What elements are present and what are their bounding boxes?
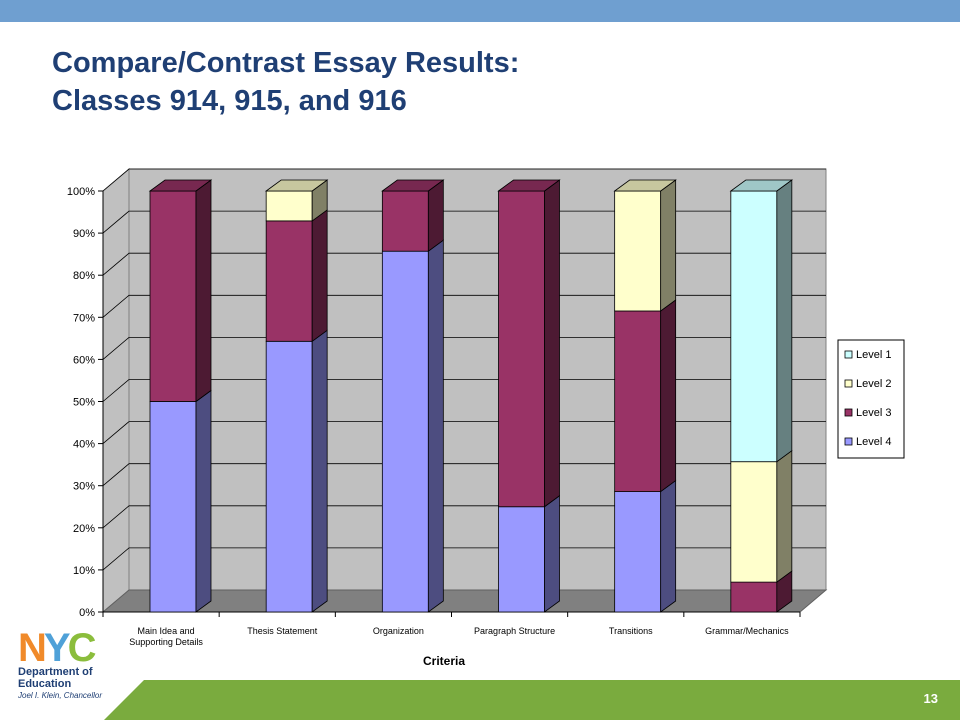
gridline — [102, 294, 826, 318]
legend: Level 1 Level 2 Level 3 Level 4 — [837, 339, 905, 459]
bar-segment-side — [544, 494, 560, 613]
gridline — [102, 168, 826, 192]
slide-title-line1: Compare/Contrast Essay Results: — [52, 47, 520, 79]
bar-segment-side — [660, 299, 677, 493]
bar-stack — [613, 179, 677, 613]
bar-segment-side — [311, 329, 328, 613]
legend-swatch — [844, 350, 853, 359]
nyc-doe-logo: NYC Department of Education Joel I. Klei… — [18, 626, 128, 710]
legend-label: Level 3 — [856, 407, 891, 419]
x-tick-label: Grammar/Mechanics — [705, 626, 789, 636]
bar-segment-top — [264, 179, 329, 192]
y-tick-label: 60% — [73, 354, 95, 366]
logo-dept-line1: Department of — [18, 666, 93, 678]
y-tick-label: 50% — [73, 397, 95, 409]
page-number: 13 — [923, 691, 938, 706]
stacked-bar-chart: 0% 10% 20% 30% 40% 50% 60% 70% 80% 90% 100% Main Id… — [67, 167, 905, 668]
y-tick-label: 40% — [73, 439, 95, 451]
bar-segment-side — [776, 449, 793, 583]
bar-segment — [614, 310, 662, 492]
bar-segment — [730, 461, 778, 583]
bar-stack — [497, 179, 561, 613]
bar-stack — [381, 179, 445, 613]
chart-floor — [101, 589, 828, 613]
bar-segment — [498, 506, 545, 613]
bar-segment — [498, 190, 545, 508]
y-tick-label: 30% — [73, 481, 95, 493]
bar-segment-side — [776, 179, 793, 463]
gridline — [102, 505, 826, 529]
bar-segment — [730, 190, 778, 463]
bar-segment — [381, 190, 429, 252]
bar-segment — [265, 190, 313, 222]
gridline — [102, 463, 826, 487]
x-tick-label: Main Idea and — [138, 626, 195, 636]
bar-segment-side — [427, 239, 444, 613]
bar-segment-side — [311, 209, 328, 343]
logo-dept-line2: Education — [18, 678, 72, 690]
legend-swatch — [844, 379, 853, 388]
bar-segment-side — [544, 179, 560, 508]
bar-segment-side — [660, 479, 677, 613]
x-axis-title: Criteria — [423, 654, 465, 668]
bar-stack — [148, 179, 213, 613]
bar-segment — [149, 401, 197, 613]
gridline — [102, 379, 826, 402]
bar-segment — [614, 491, 662, 613]
x-tick-label: Transitions — [609, 626, 653, 636]
x-tick-label: Paragraph Structure — [474, 626, 555, 636]
legend-label: Level 2 — [856, 378, 891, 390]
top-accent-bar — [0, 0, 960, 22]
bar-segment — [265, 340, 313, 613]
footer-band — [104, 680, 960, 720]
bar-segment-top — [381, 179, 445, 192]
gridline — [102, 252, 826, 276]
logo-chancellor: Joel I. Klein, Chancellor — [18, 691, 103, 700]
bar-segment-side — [660, 179, 677, 312]
bar-segment-top — [613, 179, 677, 192]
slide-title: Compare/Contrast Essay Results: Classes … — [52, 44, 519, 120]
y-tick-label: 90% — [73, 228, 95, 240]
legend-swatch — [844, 408, 853, 417]
y-tick-label: 10% — [73, 565, 95, 577]
bar-stack — [264, 179, 329, 613]
bar-segment-top — [497, 179, 561, 192]
bar-segment — [614, 190, 662, 312]
bar-segment-side — [195, 179, 212, 403]
legend-label: Level 4 — [856, 436, 891, 448]
y-tick-label: 20% — [73, 523, 95, 535]
gridline — [102, 336, 826, 360]
legend-swatch — [844, 437, 853, 446]
bar-stack — [729, 179, 794, 613]
bar-segment — [381, 250, 429, 613]
gridline — [102, 547, 826, 571]
gridline — [102, 421, 826, 444]
x-tick-label: Supporting Details — [129, 637, 203, 647]
nyc-logo-mark: NYC — [18, 626, 96, 670]
bar-segment — [149, 190, 197, 402]
y-tick-label: 80% — [73, 270, 95, 282]
legend-label: Level 1 — [856, 349, 891, 361]
bar-segment-side — [195, 389, 212, 613]
x-tick-label: Organization — [373, 626, 424, 636]
bars — [148, 179, 794, 613]
gridlines — [102, 168, 826, 571]
y-tick-label: 0% — [79, 607, 95, 619]
bar-segment-top — [729, 179, 794, 192]
gridline — [102, 210, 826, 234]
slide-title-line2: Classes 914, 915, and 916 — [52, 85, 407, 117]
bar-segment-side — [427, 179, 444, 252]
bar-segment-top — [148, 179, 213, 192]
bar-segment — [730, 581, 778, 613]
y-tick-label: 100% — [67, 186, 95, 198]
bar-segment — [265, 220, 313, 342]
x-tick-label: Thesis Statement — [247, 626, 318, 636]
y-tick-label: 70% — [73, 312, 95, 324]
